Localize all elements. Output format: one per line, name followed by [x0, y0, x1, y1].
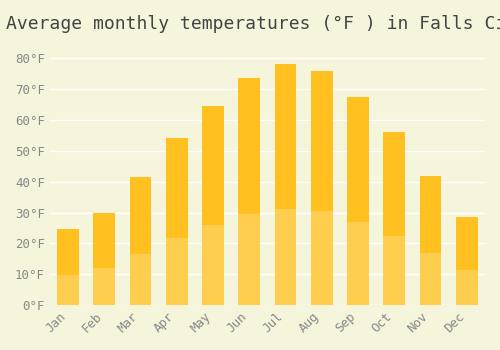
Bar [384, 132, 405, 305]
Bar [57, 230, 79, 305]
Bar [238, 78, 260, 305]
Bar [274, 64, 296, 305]
Bar [202, 225, 224, 305]
Bar [311, 71, 332, 305]
Bar [166, 238, 188, 305]
Bar [94, 212, 115, 305]
Bar [420, 175, 442, 305]
Bar [456, 217, 477, 305]
Bar [456, 270, 477, 305]
Bar [130, 254, 152, 305]
Bar [238, 214, 260, 305]
Bar [384, 236, 405, 305]
Bar [347, 97, 369, 305]
Bar [94, 268, 115, 305]
Bar [347, 222, 369, 305]
Bar [57, 275, 79, 305]
Bar [166, 139, 188, 305]
Bar [202, 106, 224, 305]
Bar [130, 177, 152, 305]
Bar [311, 211, 332, 305]
Title: Average monthly temperatures (°F ) in Falls City: Average monthly temperatures (°F ) in Fa… [6, 15, 500, 33]
Bar [274, 209, 296, 305]
Bar [420, 253, 442, 305]
